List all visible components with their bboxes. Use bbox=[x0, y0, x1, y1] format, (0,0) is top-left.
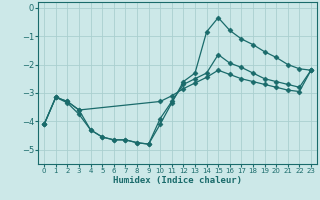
X-axis label: Humidex (Indice chaleur): Humidex (Indice chaleur) bbox=[113, 176, 242, 185]
